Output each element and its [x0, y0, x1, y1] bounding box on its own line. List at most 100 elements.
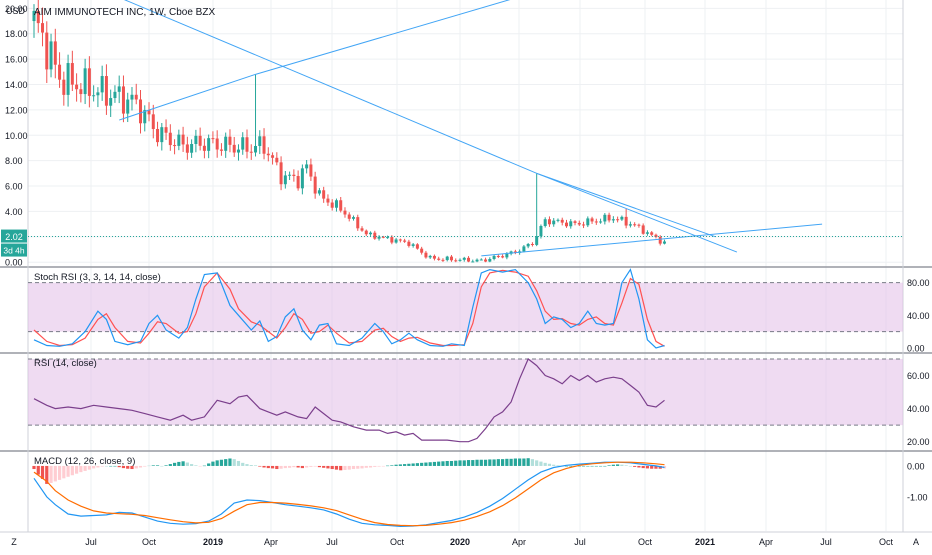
macd-histogram-bar — [326, 465, 330, 469]
macd-histogram-bar — [79, 465, 83, 473]
candle-body — [224, 136, 228, 151]
macd-tick-label: 0.00 — [907, 461, 925, 471]
candle-body — [501, 256, 505, 258]
candle-body — [49, 41, 53, 70]
candle-body — [147, 110, 151, 115]
candle-body — [556, 219, 560, 221]
candle-body — [126, 99, 130, 114]
candle-body — [160, 127, 164, 143]
macd-histogram-bar — [424, 462, 428, 466]
candle-body — [611, 219, 615, 221]
macd-histogram-bar — [104, 465, 109, 467]
macd-histogram-bar — [117, 465, 121, 468]
macd-histogram-bar — [126, 465, 130, 469]
candle-body — [543, 219, 547, 226]
price-tick-label: 8.00 — [5, 156, 23, 166]
macd-histogram-bar — [616, 464, 620, 466]
macd-histogram-bar — [381, 465, 385, 467]
candle-body — [650, 232, 654, 235]
candle-body — [66, 63, 70, 95]
macd-histogram-bar — [458, 460, 462, 466]
candle-body — [390, 237, 394, 243]
candle-body — [326, 198, 330, 203]
macd-histogram-bar — [577, 465, 581, 467]
candle-body — [313, 176, 317, 194]
candle-body — [594, 221, 598, 223]
time-tick-label: 2021 — [695, 537, 715, 547]
macd-histogram-bar — [368, 465, 373, 468]
macd-histogram-bar — [253, 465, 258, 466]
rsi-title: RSI (14, close) — [34, 358, 97, 369]
candle-body — [36, 10, 40, 24]
macd-histogram-bar — [172, 462, 177, 466]
candle-body — [109, 98, 113, 106]
candle-body — [590, 218, 594, 222]
candle-body — [173, 145, 177, 147]
candle-body — [309, 164, 313, 177]
auto-scale-button[interactable]: A — [913, 537, 919, 547]
macd-histogram-bar — [168, 464, 172, 466]
macd-histogram-bar — [586, 465, 590, 467]
candle-body — [471, 261, 475, 263]
macd-histogram-bar — [624, 465, 628, 466]
macd-histogram-bar — [36, 465, 40, 475]
macd-histogram-bar — [330, 465, 334, 470]
macd-histogram-bar — [509, 458, 513, 466]
candle-body — [479, 259, 483, 261]
candle-body — [228, 136, 232, 145]
macd-histogram-bar — [581, 465, 586, 467]
macd-title: MACD (12, 26, close, 9) — [34, 456, 135, 467]
timezone-button[interactable]: Z — [11, 537, 17, 547]
candle-body — [437, 258, 441, 260]
macd-histogram-bar — [224, 459, 228, 466]
candle-body — [641, 225, 645, 234]
candle-body — [305, 164, 309, 169]
macd-histogram-bar — [658, 465, 662, 469]
candle-body — [599, 221, 603, 223]
candle-body — [292, 174, 296, 177]
candle-body — [219, 149, 223, 151]
macd-histogram-bar — [100, 465, 104, 467]
time-tick-label: 2020 — [450, 537, 470, 547]
macd-histogram-bar — [445, 460, 449, 466]
macd-histogram-bar — [53, 465, 57, 482]
candle-body — [92, 95, 96, 97]
macd-histogram-bar — [45, 465, 49, 484]
candle-body — [386, 237, 390, 239]
candle-body — [560, 219, 564, 223]
rsi-tick-label: 20.00 — [907, 437, 930, 447]
candle-body — [458, 259, 462, 261]
macd-histogram-bar — [598, 465, 603, 467]
candle-body — [658, 236, 662, 244]
candle-body — [322, 190, 326, 199]
chart-title: AIM IMMUNOTECH INC, 1W, Cboe BZX — [34, 7, 215, 18]
stoch-rsi-d-line — [33, 269, 665, 347]
candle-body — [156, 128, 160, 143]
candle-body — [211, 138, 215, 140]
candle-body — [296, 176, 300, 189]
candle-body — [377, 236, 381, 239]
candle-body — [428, 255, 432, 258]
candle-body — [398, 239, 402, 241]
macd-histogram-bar — [518, 458, 522, 466]
macd-histogram-bar — [496, 459, 500, 466]
candle-body — [582, 224, 586, 226]
macd-histogram-bar — [645, 465, 650, 469]
macd-histogram-bar — [471, 460, 475, 466]
candle-body — [343, 210, 347, 215]
price-tick-label: 16.00 — [5, 55, 28, 65]
time-tick-label: Jul — [574, 537, 586, 547]
time-tick-label: Oct — [142, 537, 157, 547]
trendline — [119, 73, 256, 121]
candle-body — [573, 221, 577, 223]
candle-body — [552, 220, 556, 225]
candle-body — [104, 76, 108, 106]
macd-histogram-bar — [185, 462, 189, 466]
macd-histogram-bar — [219, 459, 224, 466]
candle-body — [624, 216, 628, 226]
macd-histogram-bar — [462, 460, 466, 466]
timezone-button-label: Z — [11, 537, 17, 547]
macd-histogram-bar — [475, 459, 479, 466]
candle-body — [185, 144, 189, 153]
